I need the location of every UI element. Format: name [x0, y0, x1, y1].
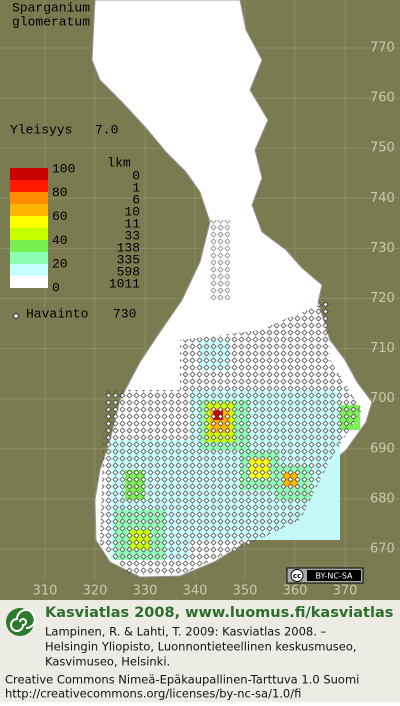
y-tick-label: 750 [370, 141, 395, 156]
x-tick-label: 310 [33, 584, 58, 599]
legend-band [10, 216, 48, 228]
y-tick-label: 690 [370, 441, 395, 456]
legend-count: 335 [117, 252, 140, 267]
license-badge: cc BY-NC-SA [286, 567, 364, 584]
legend-scale-label: 40 [52, 233, 68, 248]
count-header: lkm [107, 155, 131, 170]
legend-count: 10 [124, 204, 140, 219]
observation-points [100, 300, 362, 575]
y-tick-label: 740 [370, 191, 395, 206]
license-line: Creative Commons Nimeä-Epäkaupallinen-Ta… [5, 673, 359, 687]
observation-count: 730 [113, 306, 136, 321]
citation-line: Lampinen, R. & Lahti, T. 2009: Kasviatla… [45, 625, 327, 639]
legend-band [10, 252, 48, 264]
y-tick-label: 720 [370, 291, 395, 306]
y-tick-label: 760 [370, 91, 395, 106]
legend-band [10, 240, 48, 252]
observation-label: Havainto [26, 306, 88, 321]
frequency-label: Yleisyys [10, 122, 72, 137]
title: glomeratum [12, 14, 90, 29]
legend-count: 0 [132, 168, 140, 183]
logo [6, 608, 36, 636]
legend-scale-label: 80 [52, 185, 68, 200]
legend-count: 138 [117, 240, 140, 255]
legend-count: 6 [132, 192, 140, 207]
legend-band [10, 276, 48, 288]
citation-line: Kasvimuseo, Helsinki. [45, 655, 170, 669]
x-tick-label: 360 [283, 584, 308, 599]
legend-band [10, 204, 48, 216]
legend-scale-label: 60 [52, 209, 68, 224]
legend-count: 1011 [109, 276, 140, 291]
x-tick-label: 320 [83, 584, 108, 599]
legend-band [10, 180, 48, 192]
x-tick-label: 340 [183, 584, 208, 599]
legend-band [10, 192, 48, 204]
y-tick-label: 670 [370, 542, 395, 557]
legend-count: 33 [124, 228, 140, 243]
legend-band [10, 168, 48, 180]
legend-band [10, 228, 48, 240]
legend-band [10, 264, 48, 276]
y-tick-label: 710 [370, 341, 395, 356]
badge-text: BY-NC-SA [315, 572, 353, 581]
legend-scale-label: 0 [52, 280, 60, 295]
legend-scale-label: 20 [52, 257, 68, 272]
legend-count: 1 [132, 180, 140, 195]
observation-symbol [12, 312, 20, 320]
svg-text:cc: cc [293, 572, 301, 580]
y-tick-label: 700 [370, 391, 395, 406]
y-tick-label: 680 [370, 491, 395, 506]
footer-background [0, 600, 400, 702]
title: Sparganium [12, 0, 90, 15]
license-line: http://creativecommons.org/licenses/by-n… [5, 687, 301, 701]
observation-points [210, 220, 230, 300]
x-tick-label: 350 [233, 584, 258, 599]
legend-scale-label: 100 [52, 161, 75, 176]
x-tick-label: 370 [333, 584, 358, 599]
legend-count: 598 [117, 264, 140, 279]
y-tick-label: 770 [370, 41, 395, 56]
y-tick-label: 730 [370, 241, 395, 256]
frequency-value: 7.0 [95, 122, 118, 137]
legend-count: 11 [124, 216, 140, 231]
citation-line: Helsingin Yliopisto, Luonnontieteellinen… [45, 640, 357, 654]
footer-heading: Kasviatlas 2008, www.luomus.fi/kasviatla… [45, 605, 393, 621]
x-tick-label: 330 [133, 584, 158, 599]
